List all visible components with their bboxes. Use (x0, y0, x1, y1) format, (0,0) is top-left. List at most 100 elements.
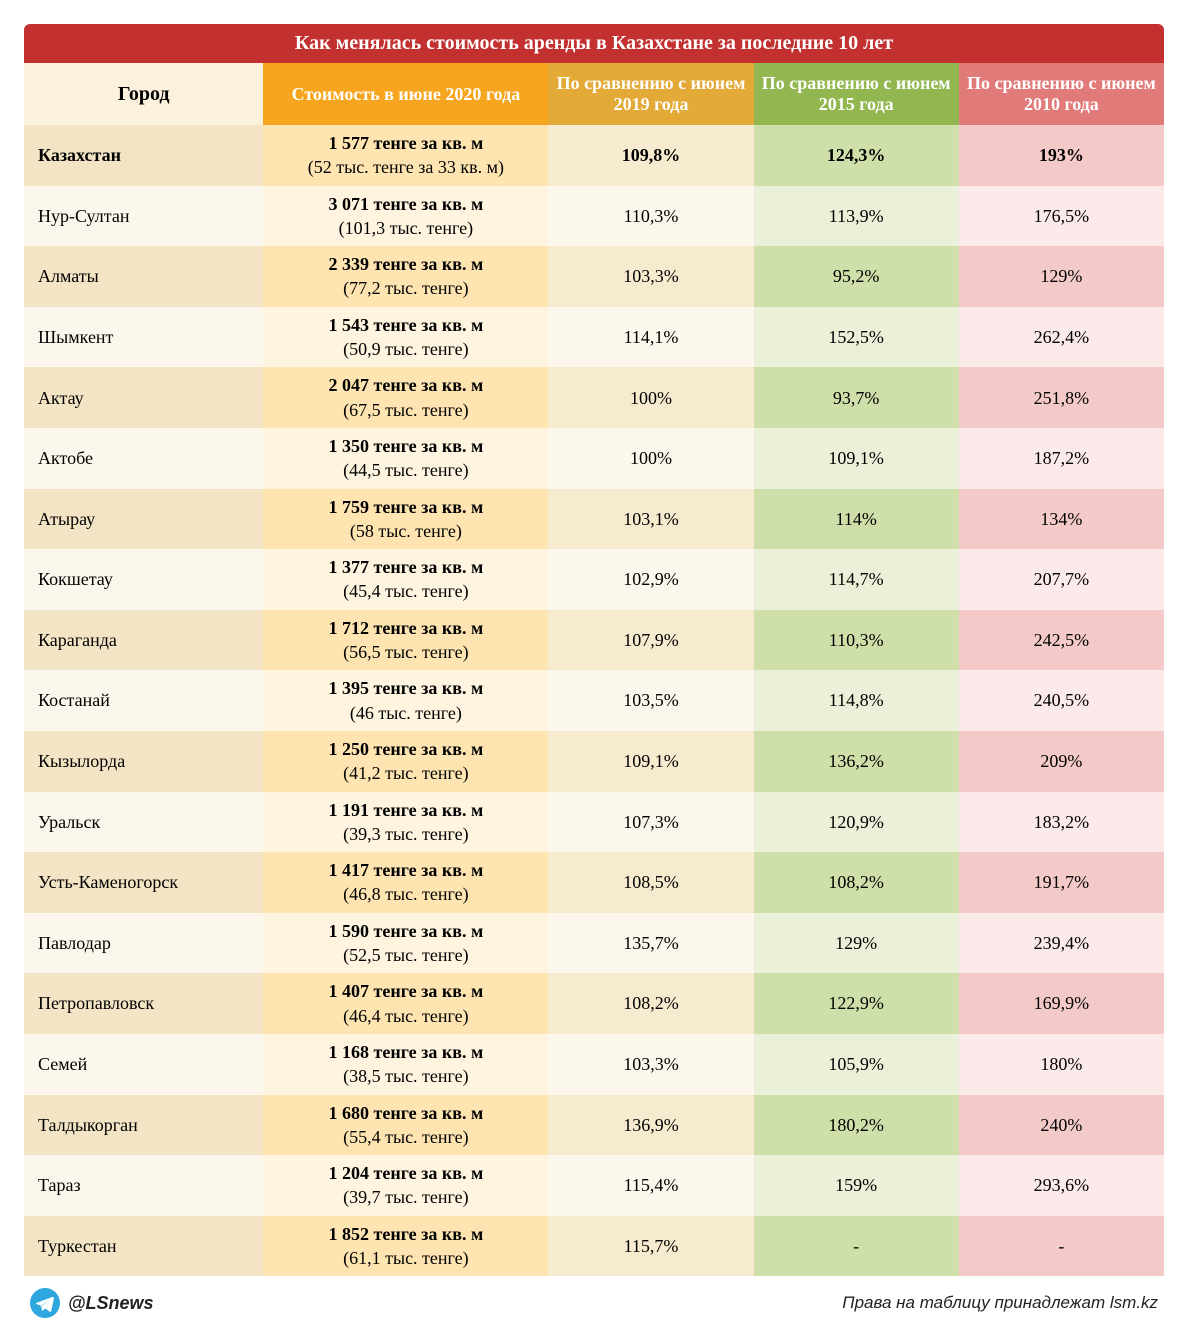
pct-y2010: 129% (959, 246, 1164, 307)
pct-y2010: 180% (959, 1034, 1164, 1095)
pct-y2010: 293,6% (959, 1155, 1164, 1216)
cost-main: 2 339 тенге за кв. м (273, 252, 538, 276)
city-cell: Шымкент (24, 307, 263, 368)
cost-cell: 1 543 тенге за кв. м(50,9 тыс. тенге) (263, 307, 548, 368)
pct-y2019: 107,3% (548, 792, 753, 853)
table-row: Шымкент1 543 тенге за кв. м(50,9 тыс. те… (24, 307, 1164, 368)
pct-y2015: 109,1% (754, 428, 959, 489)
pct-y2010: 207,7% (959, 549, 1164, 610)
cost-main: 2 047 тенге за кв. м (273, 373, 538, 397)
cost-cell: 2 339 тенге за кв. м(77,2 тыс. тенге) (263, 246, 548, 307)
table-row: Актобе1 350 тенге за кв. м(44,5 тыс. тен… (24, 428, 1164, 489)
table-row: Тараз1 204 тенге за кв. м(39,7 тыс. тенг… (24, 1155, 1164, 1216)
cost-sub: (58 тыс. тенге) (273, 519, 538, 543)
cost-main: 1 377 тенге за кв. м (273, 555, 538, 579)
cost-cell: 3 071 тенге за кв. м(101,3 тыс. тенге) (263, 186, 548, 247)
header-row: Город Стоимость в июне 2020 года По срав… (24, 63, 1164, 125)
pct-y2015: - (754, 1216, 959, 1277)
rent-table-container: Как менялась стоимость аренды в Казахста… (24, 24, 1164, 1318)
pct-y2015: 122,9% (754, 973, 959, 1034)
cost-main: 1 417 тенге за кв. м (273, 858, 538, 882)
pct-y2010: 187,2% (959, 428, 1164, 489)
pct-y2010: 169,9% (959, 973, 1164, 1034)
table-footer: @LSnews Права на таблицу принадлежат lsm… (24, 1276, 1164, 1318)
cost-main: 1 250 тенге за кв. м (273, 737, 538, 761)
pct-y2019: 103,3% (548, 246, 753, 307)
cost-main: 1 712 тенге за кв. м (273, 616, 538, 640)
pct-y2019: 103,1% (548, 489, 753, 550)
table-row: Кызылорда1 250 тенге за кв. м(41,2 тыс. … (24, 731, 1164, 792)
table-row: Кокшетау1 377 тенге за кв. м(45,4 тыс. т… (24, 549, 1164, 610)
table-row: Петропавловск1 407 тенге за кв. м(46,4 т… (24, 973, 1164, 1034)
footer-handle: @LSnews (68, 1293, 154, 1314)
cost-sub: (41,2 тыс. тенге) (273, 761, 538, 785)
cost-cell: 2 047 тенге за кв. м(67,5 тыс. тенге) (263, 367, 548, 428)
city-cell: Атырау (24, 489, 263, 550)
pct-y2015: 110,3% (754, 610, 959, 671)
cost-cell: 1 417 тенге за кв. м(46,8 тыс. тенге) (263, 852, 548, 913)
col-header-2019: По сравнению с июнем 2019 года (548, 63, 753, 125)
pct-y2010: 251,8% (959, 367, 1164, 428)
pct-y2010: 176,5% (959, 186, 1164, 247)
city-cell: Талдыкорган (24, 1095, 263, 1156)
city-cell: Семей (24, 1034, 263, 1095)
table-row: Семей1 168 тенге за кв. м(38,5 тыс. тенг… (24, 1034, 1164, 1095)
pct-y2019: 100% (548, 428, 753, 489)
pct-y2019: 110,3% (548, 186, 753, 247)
cost-cell: 1 350 тенге за кв. м(44,5 тыс. тенге) (263, 428, 548, 489)
pct-y2015: 114% (754, 489, 959, 550)
cost-cell: 1 377 тенге за кв. м(45,4 тыс. тенге) (263, 549, 548, 610)
cost-main: 1 543 тенге за кв. м (273, 313, 538, 337)
pct-y2015: 136,2% (754, 731, 959, 792)
pct-y2015: 159% (754, 1155, 959, 1216)
pct-y2015: 152,5% (754, 307, 959, 368)
pct-y2019: 109,8% (548, 125, 753, 186)
col-header-2015: По сравнению с июнем 2015 года (754, 63, 959, 125)
cost-sub: (46,8 тыс. тенге) (273, 882, 538, 906)
cost-cell: 1 250 тенге за кв. м(41,2 тыс. тенге) (263, 731, 548, 792)
pct-y2015: 95,2% (754, 246, 959, 307)
pct-y2019: 114,1% (548, 307, 753, 368)
cost-main: 1 204 тенге за кв. м (273, 1161, 538, 1185)
cost-main: 1 577 тенге за кв. м (273, 131, 538, 155)
table-row: Казахстан1 577 тенге за кв. м(52 тыс. те… (24, 125, 1164, 186)
city-cell: Актау (24, 367, 263, 428)
cost-cell: 1 577 тенге за кв. м(52 тыс. тенге за 33… (263, 125, 548, 186)
cost-sub: (77,2 тыс. тенге) (273, 276, 538, 300)
table-row: Туркестан1 852 тенге за кв. м(61,1 тыс. … (24, 1216, 1164, 1277)
cost-sub: (61,1 тыс. тенге) (273, 1246, 538, 1270)
cost-sub: (39,3 тыс. тенге) (273, 822, 538, 846)
cost-cell: 1 395 тенге за кв. м(46 тыс. тенге) (263, 670, 548, 731)
cost-cell: 1 204 тенге за кв. м(39,7 тыс. тенге) (263, 1155, 548, 1216)
city-cell: Павлодар (24, 913, 263, 974)
table-row: Караганда1 712 тенге за кв. м(56,5 тыс. … (24, 610, 1164, 671)
table-row: Актау2 047 тенге за кв. м(67,5 тыс. тенг… (24, 367, 1164, 428)
cost-sub: (46,4 тыс. тенге) (273, 1004, 538, 1028)
pct-y2010: 134% (959, 489, 1164, 550)
pct-y2019: 135,7% (548, 913, 753, 974)
pct-y2010: 239,4% (959, 913, 1164, 974)
cost-cell: 1 191 тенге за кв. м(39,3 тыс. тенге) (263, 792, 548, 853)
table-row: Нур-Султан3 071 тенге за кв. м(101,3 тыс… (24, 186, 1164, 247)
cost-sub: (45,4 тыс. тенге) (273, 579, 538, 603)
table-row: Алматы2 339 тенге за кв. м(77,2 тыс. тен… (24, 246, 1164, 307)
city-cell: Кызылорда (24, 731, 263, 792)
table-row: Уральск1 191 тенге за кв. м(39,3 тыс. те… (24, 792, 1164, 853)
cost-main: 3 071 тенге за кв. м (273, 192, 538, 216)
pct-y2019: 136,9% (548, 1095, 753, 1156)
col-header-cost: Стоимость в июне 2020 года (263, 63, 548, 125)
pct-y2019: 109,1% (548, 731, 753, 792)
cost-main: 1 852 тенге за кв. м (273, 1222, 538, 1246)
pct-y2019: 115,7% (548, 1216, 753, 1277)
pct-y2019: 107,9% (548, 610, 753, 671)
cost-sub: (46 тыс. тенге) (273, 701, 538, 725)
cost-main: 1 759 тенге за кв. м (273, 495, 538, 519)
cost-cell: 1 712 тенге за кв. м(56,5 тыс. тенге) (263, 610, 548, 671)
pct-y2010: 262,4% (959, 307, 1164, 368)
cost-cell: 1 759 тенге за кв. м(58 тыс. тенге) (263, 489, 548, 550)
pct-y2019: 103,3% (548, 1034, 753, 1095)
table-title: Как менялась стоимость аренды в Казахста… (24, 24, 1164, 63)
table-row: Усть-Каменогорск1 417 тенге за кв. м(46,… (24, 852, 1164, 913)
city-cell: Актобе (24, 428, 263, 489)
pct-y2019: 108,2% (548, 973, 753, 1034)
